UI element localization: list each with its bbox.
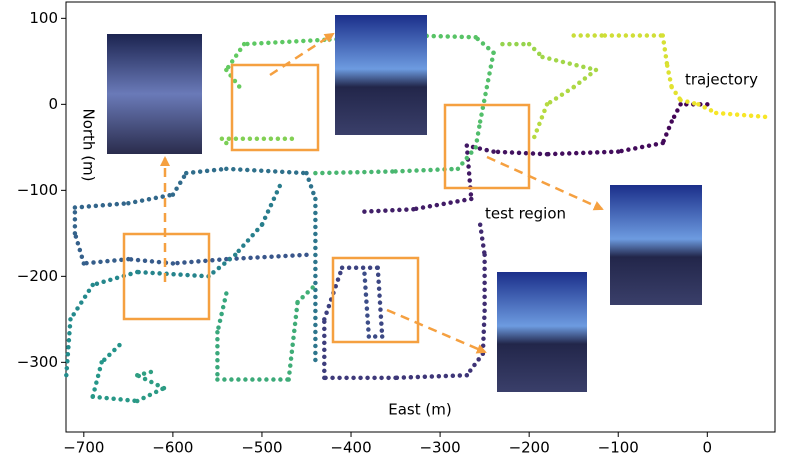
trajectory-segment	[393, 166, 461, 174]
x-tick-label: −500	[241, 439, 282, 457]
trajectory-segment	[464, 143, 496, 154]
photo	[497, 272, 587, 392]
region-boxes	[122, 63, 531, 344]
trajectory-segment	[357, 207, 416, 215]
trajectory-segment	[713, 110, 772, 120]
trajectory-segment	[135, 372, 167, 391]
trajectory-segment	[206, 252, 238, 279]
trajectory-segment	[540, 54, 599, 73]
annotation: test region	[485, 205, 566, 223]
trajectory-segment	[170, 170, 189, 197]
trajectory-segment	[241, 37, 327, 47]
arrows	[160, 32, 604, 354]
x-axis-label: East (m)	[388, 401, 451, 419]
trajectory-segment	[455, 145, 478, 172]
arrow	[486, 155, 604, 211]
trajectory-segment	[135, 269, 211, 279]
arrow	[386, 308, 487, 354]
trajectory-segment	[473, 35, 496, 55]
trajectory-segment	[135, 385, 167, 404]
trajectory-segment	[615, 140, 666, 154]
annotation: trajectory	[685, 71, 758, 89]
arrow	[269, 32, 335, 77]
trajectory-segment	[669, 84, 683, 103]
x-tick-label: −700	[63, 439, 104, 457]
trajectory-segment	[660, 33, 670, 68]
trajectory-segment	[304, 170, 318, 202]
x-tick-label: −400	[330, 439, 371, 457]
trajectory-segment	[224, 41, 247, 73]
trajectory-segment	[678, 97, 701, 107]
trajectory-segment	[464, 351, 486, 378]
photos	[107, 15, 702, 392]
x-tick-label: −100	[598, 439, 639, 457]
trajectory-segment	[464, 143, 474, 202]
trajectory-segment	[72, 231, 87, 266]
x-tick-label: −200	[509, 439, 550, 457]
y-axis-label: North (m)	[80, 108, 98, 181]
trajectory-segment	[531, 102, 550, 141]
trajectory-segment	[183, 166, 229, 176]
trajectory-segment	[99, 342, 122, 365]
region-box	[122, 232, 211, 321]
trajectory-segment	[660, 119, 674, 146]
photo	[107, 34, 202, 154]
trajectory-segment	[81, 256, 131, 266]
trajectory-segment	[295, 282, 318, 305]
trajectory-segment	[90, 394, 140, 404]
trajectory-segment	[313, 169, 398, 176]
trajectory-segment	[480, 308, 487, 356]
trajectory-segment	[477, 222, 487, 258]
y-tick-label: 0	[48, 95, 58, 113]
x-tick-label: 0	[703, 439, 713, 457]
trajectory-segment	[411, 196, 474, 212]
trajectory-segment	[135, 368, 158, 378]
trajectory-segment	[224, 252, 309, 262]
trajectory-segment	[544, 149, 621, 157]
trajectory-segment	[232, 222, 265, 258]
trajectory-segment	[526, 41, 545, 60]
trajectory-segment	[362, 269, 372, 339]
plot-frame	[65, 1, 776, 433]
trajectory-segment	[72, 200, 131, 210]
x-tick-label: −300	[419, 439, 460, 457]
x-tick-label: −600	[152, 439, 193, 457]
y-tick-label: −100	[17, 181, 58, 199]
trajectory-segment	[286, 299, 300, 382]
trajectory-segment	[473, 119, 483, 150]
trajectory-segment	[664, 63, 674, 90]
trajectory-segment	[219, 136, 229, 146]
y-tick-label: −200	[17, 267, 58, 285]
trajectory-segment	[215, 291, 229, 335]
trajectory-segment	[259, 183, 283, 227]
trajectory-segment	[544, 84, 576, 107]
trajectory-segment	[90, 269, 140, 288]
photo	[335, 15, 427, 135]
region-box	[331, 256, 420, 344]
trajectory-segment	[491, 149, 550, 157]
region-box	[443, 103, 531, 190]
trajectory-segment	[375, 265, 385, 339]
trajectory-segment	[393, 372, 470, 381]
y-tick-label: −300	[17, 353, 58, 371]
trajectory-segment	[477, 50, 496, 124]
trajectory-segment	[126, 192, 176, 206]
trajectory-segment	[571, 67, 599, 90]
trajectory-segment	[90, 360, 104, 399]
photo	[610, 185, 702, 305]
trajectory-segment	[669, 102, 683, 124]
trajectory-segment	[224, 166, 309, 176]
region-box	[230, 63, 320, 152]
y-tick-label: 100	[29, 9, 58, 27]
trajectory-segment	[63, 317, 73, 382]
trajectory-segment	[170, 256, 229, 266]
trajectory-segment	[68, 282, 95, 322]
